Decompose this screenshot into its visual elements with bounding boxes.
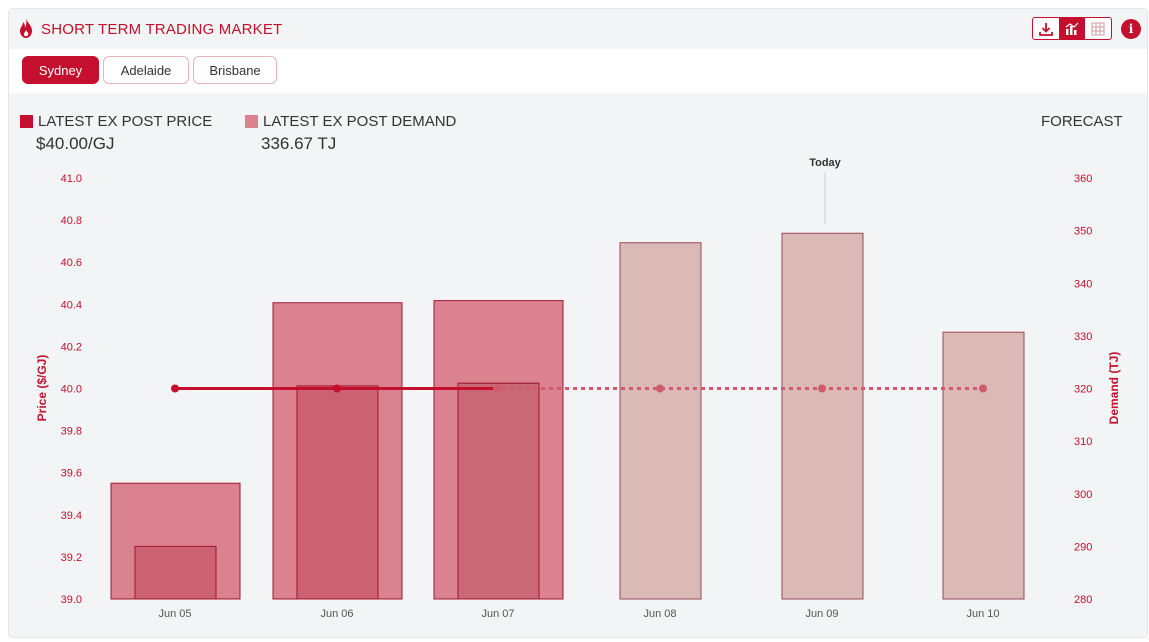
legend-demand: LATEST EX POST DEMAND 336.67 TJ [245, 113, 485, 157]
demand-swatch [245, 115, 258, 128]
view-toolbar [1032, 17, 1112, 40]
forecast-label: FORECAST [1041, 113, 1123, 130]
trading-market-card: SHORT TERM TRADING MARKET [8, 8, 1148, 638]
download-icon [1039, 22, 1053, 36]
table-view-button[interactable] [1085, 18, 1111, 39]
price-label: LATEST EX POST PRICE [38, 113, 213, 130]
legend-price: LATEST EX POST PRICE $40.00/GJ [20, 113, 240, 157]
chart-icon [1065, 22, 1079, 35]
price-value: $40.00/GJ [36, 134, 115, 153]
page-title: SHORT TERM TRADING MARKET [41, 21, 283, 38]
tab-adelaide[interactable]: Adelaide [103, 56, 189, 84]
info-button[interactable]: i [1121, 19, 1141, 39]
tab-brisbane[interactable]: Brisbane [193, 56, 277, 84]
flame-icon [20, 18, 32, 38]
tab-sydney[interactable]: Sydney [22, 56, 99, 84]
demand-value: 336.67 TJ [261, 134, 337, 153]
card-header: SHORT TERM TRADING MARKET [9, 9, 1147, 49]
info-icon: i [1128, 22, 1134, 36]
table-icon [1091, 22, 1105, 35]
price-swatch [20, 115, 33, 128]
demand-label: LATEST EX POST DEMAND [263, 113, 457, 130]
download-button[interactable] [1033, 18, 1059, 39]
region-tabs: Sydney Adelaide Brisbane [9, 49, 1147, 93]
chart-view-button[interactable] [1059, 18, 1085, 39]
